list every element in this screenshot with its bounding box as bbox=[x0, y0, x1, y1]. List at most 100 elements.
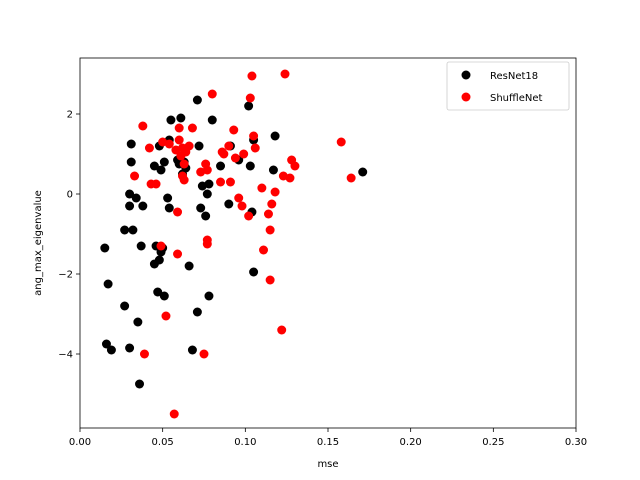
legend-marker-resnet18 bbox=[461, 70, 471, 80]
data-point-resnet18 bbox=[187, 345, 197, 355]
data-point-resnet18 bbox=[245, 161, 255, 171]
y-axis-ticks: −4 −2 0 2 bbox=[58, 110, 80, 361]
data-point-resnet18 bbox=[103, 279, 113, 289]
data-point-shufflenet bbox=[174, 123, 184, 133]
data-point-shufflenet bbox=[280, 69, 290, 79]
x-tick-label: 0.00 bbox=[69, 437, 91, 448]
data-point-resnet18 bbox=[192, 95, 202, 105]
x-axis-label: mse bbox=[317, 459, 338, 470]
data-point-shufflenet bbox=[199, 349, 209, 359]
data-point-shufflenet bbox=[245, 93, 255, 103]
data-point-resnet18 bbox=[166, 115, 176, 125]
y-tick-label: −4 bbox=[58, 350, 73, 361]
data-point-shufflenet bbox=[169, 409, 179, 419]
data-point-resnet18 bbox=[133, 317, 143, 327]
data-point-resnet18 bbox=[202, 189, 212, 199]
data-point-resnet18 bbox=[120, 225, 130, 235]
legend-marker-shufflenet bbox=[461, 92, 471, 102]
x-tick-label: 0.10 bbox=[234, 437, 256, 448]
legend-box bbox=[446, 61, 570, 111]
data-point-shufflenet bbox=[290, 161, 300, 171]
data-point-shufflenet bbox=[265, 275, 275, 285]
data-point-resnet18 bbox=[196, 203, 206, 213]
data-point-shufflenet bbox=[259, 245, 269, 255]
data-point-resnet18 bbox=[204, 179, 214, 189]
data-point-resnet18 bbox=[268, 165, 278, 175]
data-point-shufflenet bbox=[174, 135, 184, 145]
data-point-resnet18 bbox=[138, 201, 148, 211]
data-point-shufflenet bbox=[202, 165, 212, 175]
data-point-resnet18 bbox=[101, 339, 111, 349]
data-point-resnet18 bbox=[270, 131, 280, 141]
data-point-shufflenet bbox=[244, 211, 254, 221]
data-point-shufflenet bbox=[184, 141, 194, 151]
data-point-shufflenet bbox=[161, 311, 171, 321]
data-point-shufflenet bbox=[130, 171, 140, 181]
data-point-resnet18 bbox=[163, 193, 173, 203]
data-point-resnet18 bbox=[159, 157, 169, 167]
data-point-shufflenet bbox=[346, 173, 356, 183]
data-point-resnet18 bbox=[125, 343, 135, 353]
data-point-shufflenet bbox=[267, 199, 277, 209]
x-tick-label: 0.05 bbox=[152, 437, 174, 448]
data-point-resnet18 bbox=[100, 243, 110, 253]
data-point-resnet18 bbox=[244, 101, 254, 111]
data-point-resnet18 bbox=[106, 345, 116, 355]
x-tick-label: 0.30 bbox=[565, 437, 587, 448]
data-point-shufflenet bbox=[270, 187, 280, 197]
data-point-resnet18 bbox=[176, 113, 186, 123]
data-point-shufflenet bbox=[179, 159, 189, 169]
data-point-shufflenet bbox=[239, 149, 249, 159]
data-point-shufflenet bbox=[144, 143, 154, 153]
data-point-resnet18 bbox=[184, 261, 194, 271]
data-point-shufflenet bbox=[263, 209, 273, 219]
data-point-shufflenet bbox=[257, 183, 267, 193]
data-point-resnet18 bbox=[358, 167, 368, 177]
data-point-resnet18 bbox=[164, 203, 174, 213]
data-point-shufflenet bbox=[277, 325, 287, 335]
x-axis-ticks: 0.00 0.05 0.10 0.15 0.20 0.25 0.30 bbox=[69, 428, 587, 448]
data-point-resnet18 bbox=[128, 225, 138, 235]
data-point-shufflenet bbox=[285, 173, 295, 183]
data-point-resnet18 bbox=[136, 241, 146, 251]
data-point-resnet18 bbox=[120, 301, 130, 311]
data-point-shufflenet bbox=[173, 249, 183, 259]
data-point-resnet18 bbox=[192, 307, 202, 317]
data-point-resnet18 bbox=[249, 267, 259, 277]
data-point-shufflenet bbox=[202, 239, 212, 249]
y-tick-label: −2 bbox=[58, 270, 73, 281]
data-point-resnet18 bbox=[125, 189, 135, 199]
y-tick-label: 0 bbox=[67, 190, 73, 201]
data-point-shufflenet bbox=[138, 121, 148, 131]
data-point-shufflenet bbox=[250, 143, 260, 153]
data-point-shufflenet bbox=[229, 125, 239, 135]
data-point-resnet18 bbox=[149, 161, 159, 171]
data-point-shufflenet bbox=[156, 241, 166, 251]
data-point-shufflenet bbox=[151, 179, 161, 189]
legend-label-shufflenet: ShuffleNet bbox=[490, 93, 542, 104]
data-point-resnet18 bbox=[207, 115, 217, 125]
data-point-resnet18 bbox=[125, 201, 135, 211]
data-point-shufflenet bbox=[224, 141, 234, 151]
x-tick-label: 0.25 bbox=[482, 437, 504, 448]
data-point-shufflenet bbox=[139, 349, 149, 359]
data-point-shufflenet bbox=[164, 139, 174, 149]
data-point-shufflenet bbox=[187, 123, 197, 133]
data-point-shufflenet bbox=[207, 89, 217, 99]
points-layer bbox=[100, 69, 368, 419]
data-point-resnet18 bbox=[131, 193, 141, 203]
data-point-shufflenet bbox=[247, 71, 257, 81]
x-tick-label: 0.20 bbox=[400, 437, 422, 448]
data-point-shufflenet bbox=[336, 137, 346, 147]
data-point-resnet18 bbox=[126, 157, 136, 167]
data-point-shufflenet bbox=[230, 153, 240, 163]
data-point-shufflenet bbox=[225, 177, 235, 187]
data-point-shufflenet bbox=[265, 225, 275, 235]
data-point-resnet18 bbox=[204, 291, 214, 301]
data-point-shufflenet bbox=[216, 177, 226, 187]
data-point-resnet18 bbox=[135, 379, 145, 389]
data-point-shufflenet bbox=[237, 201, 247, 211]
data-point-shufflenet bbox=[179, 175, 189, 185]
data-point-resnet18 bbox=[153, 287, 163, 297]
